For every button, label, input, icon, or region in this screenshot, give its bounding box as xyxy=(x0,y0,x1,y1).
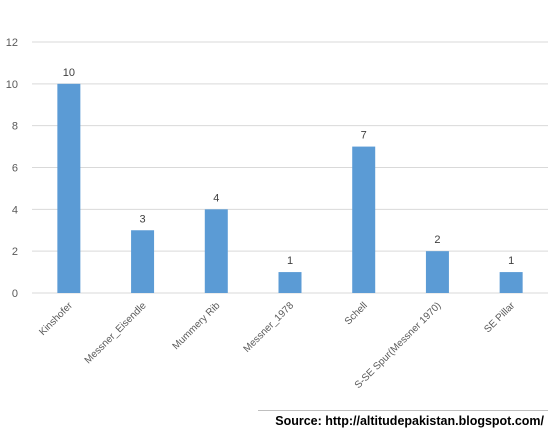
x-category-label: Messner_Eisendle xyxy=(83,300,149,366)
bar xyxy=(352,146,376,293)
data-label: 7 xyxy=(361,130,367,142)
y-tick-label: 6 xyxy=(12,163,18,175)
y-tick-label: 12 xyxy=(6,37,18,49)
data-labels: 10 3 4 1 7 2 1 xyxy=(63,67,514,267)
x-category-label: Kinshofer xyxy=(37,300,75,338)
y-tick-label: 2 xyxy=(12,246,18,258)
x-axis-categories: Kinshofer Messner_Eisendle Mummery Rib Mess… xyxy=(37,300,517,391)
data-label: 3 xyxy=(140,213,146,225)
data-label: 10 xyxy=(63,67,75,79)
bar-chart: 0 2 4 6 8 10 12 10 3 4 1 7 2 1 Kinshofer Messner_Eise… xyxy=(6,37,548,391)
bar xyxy=(278,272,302,293)
data-label: 1 xyxy=(508,255,514,267)
x-category-label: S-SE Spur(Messner 1970) xyxy=(353,300,444,391)
data-label: 4 xyxy=(213,192,219,204)
bar xyxy=(499,272,523,293)
y-tick-label: 10 xyxy=(6,79,18,91)
data-label: 1 xyxy=(287,255,293,267)
source-credit: Source: http://altitudepakistan.blogspot… xyxy=(275,414,544,428)
x-category-label: SE Pillar xyxy=(482,300,517,335)
y-axis-ticks: 0 2 4 6 8 10 12 xyxy=(6,37,18,300)
x-category-label: Schell xyxy=(343,300,370,327)
gridlines xyxy=(32,41,548,294)
bars xyxy=(57,83,523,293)
bar xyxy=(57,83,81,293)
bar xyxy=(131,230,155,293)
x-category-label: Mummery Rib xyxy=(171,300,223,352)
source-divider xyxy=(258,410,548,411)
bar xyxy=(204,209,228,293)
y-tick-label: 8 xyxy=(12,121,18,133)
x-category-label: Messner_1978 xyxy=(242,300,297,355)
y-tick-label: 4 xyxy=(12,204,18,216)
data-label: 2 xyxy=(434,234,440,246)
y-tick-label: 0 xyxy=(12,288,18,300)
bar xyxy=(425,251,449,293)
